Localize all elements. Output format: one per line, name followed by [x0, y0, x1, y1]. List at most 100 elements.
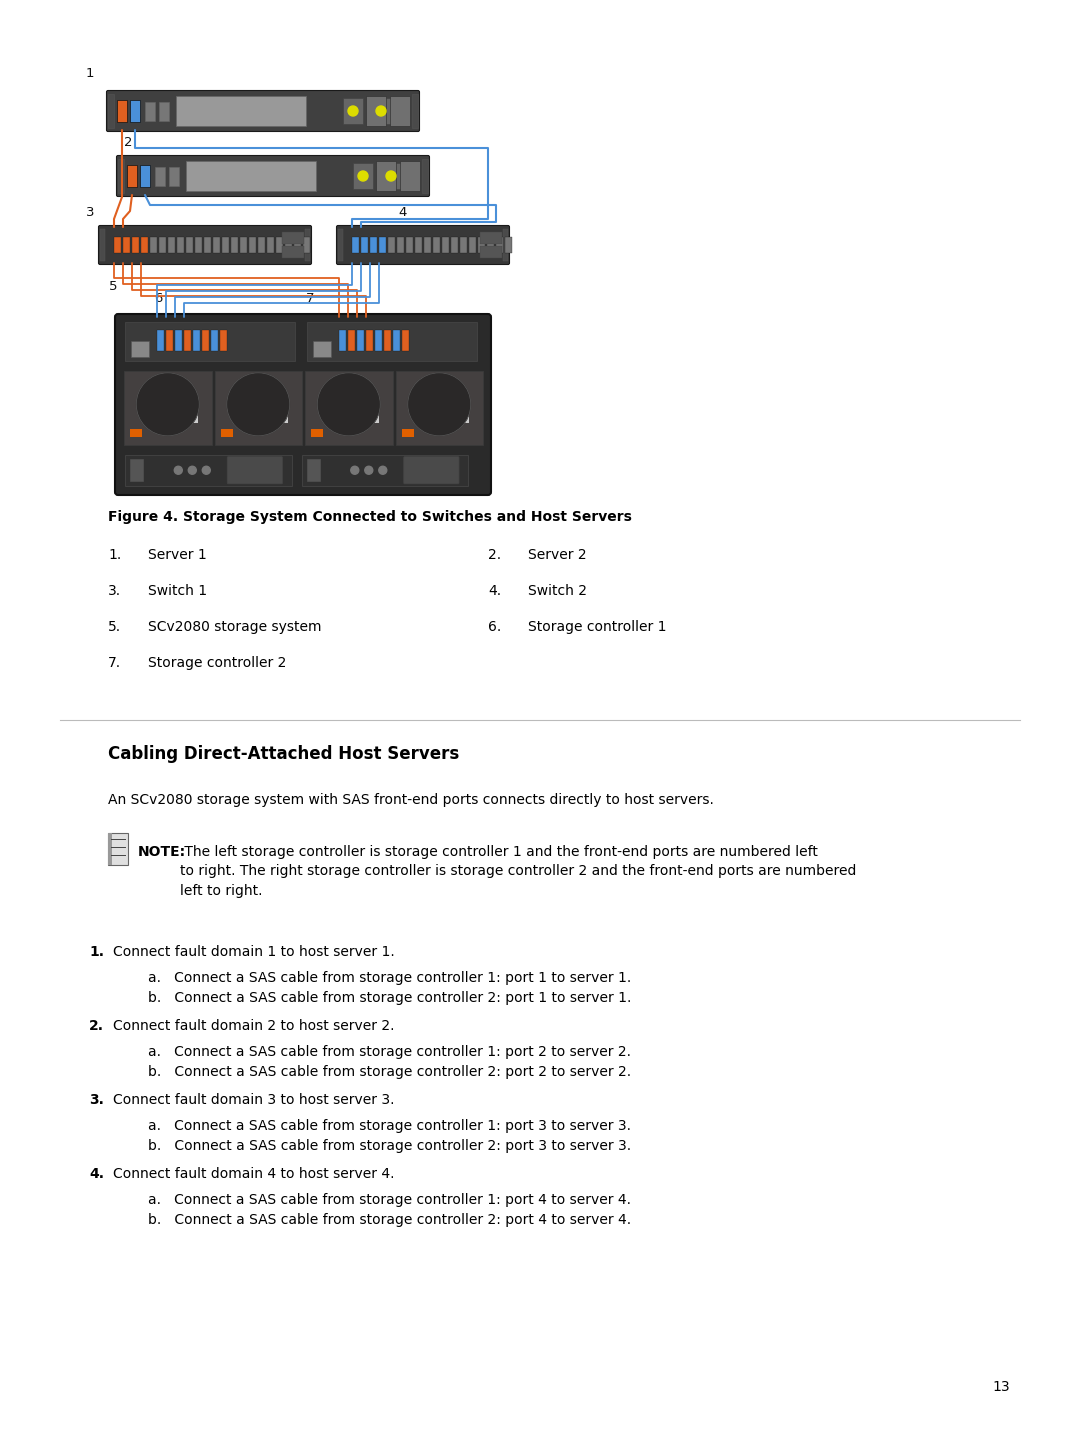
Text: 2.: 2.: [488, 548, 501, 562]
Bar: [125, 323, 295, 360]
Bar: [384, 330, 391, 351]
Text: Connect fault domain 1 to host server 1.: Connect fault domain 1 to host server 1.: [113, 945, 395, 959]
Bar: [193, 330, 200, 351]
Bar: [311, 429, 323, 437]
Bar: [117, 99, 127, 122]
Bar: [433, 237, 440, 252]
Bar: [131, 341, 149, 357]
Bar: [222, 237, 229, 252]
Bar: [361, 237, 368, 252]
Bar: [406, 237, 413, 252]
Text: NOTE:: NOTE:: [138, 845, 186, 859]
Bar: [213, 237, 220, 252]
Bar: [402, 330, 409, 351]
Text: 5: 5: [109, 280, 118, 293]
Bar: [130, 99, 140, 122]
Text: 4.: 4.: [488, 584, 501, 598]
Bar: [145, 102, 156, 120]
Bar: [307, 323, 477, 360]
Text: 5.: 5.: [108, 619, 121, 634]
Bar: [108, 93, 114, 128]
FancyBboxPatch shape: [337, 225, 510, 264]
Bar: [390, 96, 410, 126]
Bar: [150, 237, 157, 252]
Bar: [381, 162, 401, 189]
Bar: [388, 237, 395, 252]
Bar: [376, 161, 396, 191]
Bar: [480, 232, 502, 244]
Bar: [366, 330, 374, 351]
FancyBboxPatch shape: [404, 456, 459, 483]
Circle shape: [351, 466, 359, 475]
Bar: [487, 237, 494, 252]
Bar: [168, 166, 179, 185]
Bar: [379, 237, 386, 252]
FancyBboxPatch shape: [114, 314, 491, 495]
Bar: [422, 159, 428, 194]
Bar: [366, 96, 386, 126]
Circle shape: [379, 466, 387, 475]
Text: Connect fault domain 4 to host server 4.: Connect fault domain 4 to host server 4.: [113, 1167, 394, 1182]
Bar: [442, 237, 449, 252]
Circle shape: [174, 466, 183, 475]
Text: 4.: 4.: [89, 1167, 104, 1182]
Bar: [505, 237, 512, 252]
Bar: [451, 237, 458, 252]
Text: SCv2080 storage system: SCv2080 storage system: [148, 619, 322, 634]
Text: b.   Connect a SAS cable from storage controller 2: port 3 to server 3.: b. Connect a SAS cable from storage cont…: [148, 1139, 631, 1153]
Bar: [168, 237, 175, 252]
Bar: [186, 237, 193, 252]
Bar: [132, 237, 139, 252]
Text: b.   Connect a SAS cable from storage controller 2: port 2 to server 2.: b. Connect a SAS cable from storage cont…: [148, 1065, 631, 1078]
Bar: [114, 237, 121, 252]
Text: 3.: 3.: [108, 584, 121, 598]
Bar: [402, 429, 414, 437]
Bar: [313, 341, 332, 357]
Text: Storage controller 1: Storage controller 1: [528, 619, 666, 634]
Bar: [282, 232, 303, 244]
Bar: [370, 237, 377, 252]
Bar: [353, 162, 373, 189]
Bar: [123, 237, 130, 252]
Text: Server 2: Server 2: [528, 548, 586, 562]
Bar: [204, 237, 211, 252]
Circle shape: [202, 466, 211, 475]
Bar: [282, 247, 303, 258]
Circle shape: [357, 171, 368, 181]
Bar: [372, 98, 391, 125]
Bar: [348, 330, 355, 351]
Circle shape: [318, 373, 380, 436]
Text: 4: 4: [399, 206, 407, 219]
Bar: [307, 459, 320, 482]
Bar: [118, 159, 124, 194]
Text: 7: 7: [306, 293, 314, 305]
Text: a.   Connect a SAS cable from storage controller 1: port 3 to server 3.: a. Connect a SAS cable from storage cont…: [148, 1119, 631, 1133]
Bar: [195, 237, 202, 252]
Bar: [285, 237, 292, 252]
FancyBboxPatch shape: [227, 456, 283, 483]
Bar: [176, 96, 307, 126]
Bar: [108, 833, 112, 865]
Bar: [400, 161, 420, 191]
Bar: [305, 229, 310, 261]
Text: Connect fault domain 2 to host server 2.: Connect fault domain 2 to host server 2.: [113, 1020, 394, 1032]
Bar: [141, 237, 148, 252]
Text: 1.: 1.: [89, 945, 104, 959]
Circle shape: [365, 466, 373, 475]
Text: b.   Connect a SAS cable from storage controller 2: port 1 to server 1.: b. Connect a SAS cable from storage cont…: [148, 991, 632, 1005]
Bar: [231, 237, 238, 252]
Bar: [339, 330, 347, 351]
Bar: [305, 371, 392, 445]
Bar: [159, 237, 166, 252]
Bar: [503, 229, 508, 261]
Bar: [424, 237, 431, 252]
Bar: [338, 229, 343, 261]
Bar: [368, 402, 378, 423]
Bar: [496, 237, 503, 252]
Bar: [393, 330, 401, 351]
Text: Switch 1: Switch 1: [148, 584, 207, 598]
Text: Connect fault domain 3 to host server 3.: Connect fault domain 3 to host server 3.: [113, 1093, 394, 1107]
Bar: [278, 402, 288, 423]
Bar: [184, 330, 191, 351]
Text: 2.: 2.: [89, 1020, 104, 1032]
